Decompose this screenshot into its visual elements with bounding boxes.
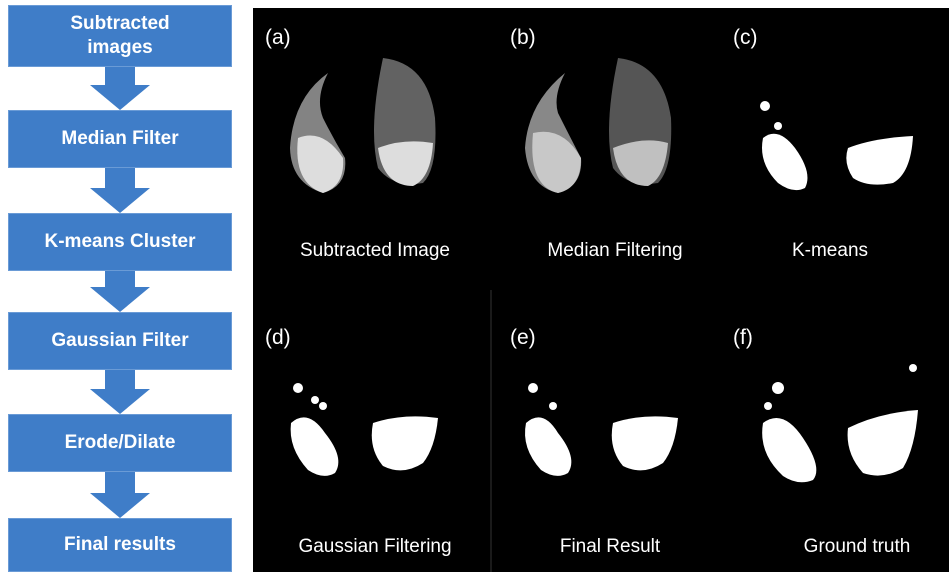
panel-caption: Final Result [560,536,660,558]
flow-step: Gaussian Filter [8,312,232,370]
flow-step: Median Filter [8,110,232,168]
panel-label: (f) [733,326,753,350]
panel-label: (e) [510,326,536,350]
panel-label: (d) [265,326,291,350]
arrow [90,67,150,110]
image-panels: (a) (b) (c) (d) (e) (f) Subtracted Image… [253,8,949,572]
arrow [90,370,150,414]
panel-images [253,8,949,572]
panel-label: (a) [265,26,291,50]
panel-caption: Gaussian Filtering [298,536,451,558]
panel-label: (b) [510,26,536,50]
page: Subtracted images Median Filter K-means … [0,0,949,572]
image-d [291,383,438,476]
arrow [90,168,150,213]
image-f [762,364,918,482]
image-b [525,58,671,193]
flow-step: K-means Cluster [8,213,232,271]
panel-caption: Subtracted Image [300,240,450,262]
flow-step: Erode/Dilate [8,414,232,472]
panel-caption: Median Filtering [547,240,682,262]
image-c [760,101,913,190]
panel-label: (c) [733,26,758,50]
arrow [90,271,150,312]
flow-step: Final results [8,518,232,572]
image-e [525,383,678,476]
panel-caption: Ground truth [804,536,911,558]
arrow [90,472,150,518]
step-text: Subtracted images [55,12,185,60]
flow-step: Subtracted images [8,5,232,67]
image-a [290,58,436,193]
panel-caption: K-means [792,240,868,262]
